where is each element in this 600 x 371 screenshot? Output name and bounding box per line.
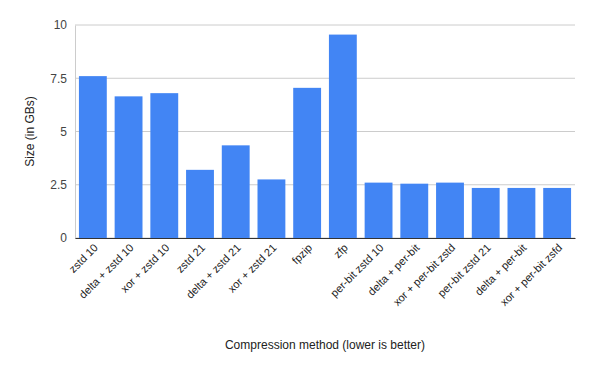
x-axis-title: Compression method (lower is better) [225,338,425,352]
bar [258,179,286,238]
x-tick: xor + zstd 21 [225,238,278,295]
x-tick-label: xor + per-bit zstd [391,241,458,308]
grid-line [75,238,575,239]
x-tick-label: xor + zstd 21 [225,241,278,294]
x-tick: zstd 10 [67,238,101,275]
x-tick-label: zstd 10 [67,241,101,275]
y-tick-label: 2.5 [50,178,67,192]
x-tick: xor + zstd 10 [118,238,171,295]
y-tick: 2.5 [50,178,75,192]
x-tick-label: xor + zstd 10 [118,241,171,294]
plot-area: 02.557.510zstd 10delta + zstd 10xor + zs… [50,18,575,308]
bars [79,35,571,238]
x-axis: zstd 10delta + zstd 10xor + zstd 10zstd … [67,238,576,308]
y-tick: 7.5 [50,72,75,86]
bar [436,183,464,238]
y-tick-label: 0 [60,231,67,245]
bar [365,183,393,238]
y-axis: 0 2.5 5 7.5 10 [50,18,75,245]
bar [115,96,143,238]
y-tick-label: 10 [54,18,68,32]
y-tick-label: 5 [60,125,67,139]
y-axis-title: Size (in GBs) [23,96,37,167]
bar [293,88,321,238]
chart: 02.557.510zstd 10delta + zstd 10xor + zs… [0,0,600,371]
bar [543,188,571,238]
bar [472,188,500,238]
bar [186,170,214,238]
x-tick-label: fpzip [289,241,314,266]
x-axis-line [76,238,576,239]
x-tick: zstd 21 [174,238,208,275]
x-tick-label: zstd 21 [174,241,208,275]
bar [222,145,250,238]
bar [508,188,536,238]
grid-line [75,25,575,26]
bar [329,35,357,238]
y-tick: 10 [54,18,75,32]
y-axis-line [75,26,76,239]
x-tick-label: xor + per-bit zsfd [498,241,565,308]
grid-line [75,184,575,185]
grid-line [75,131,575,132]
x-tick: zfp [331,238,350,260]
y-tick-label: 7.5 [50,72,67,86]
bar [400,184,428,238]
x-tick: xor + per-bit zstd [391,238,458,308]
bar [150,93,178,238]
y-tick: 5 [60,125,75,139]
y-tick: 0 [60,231,75,245]
x-tick: fpzip [289,238,314,266]
x-tick: xor + per-bit zsfd [498,238,565,308]
grid-line [75,78,575,79]
grid [75,25,575,238]
bar [79,76,107,238]
x-tick-label: zfp [331,241,350,260]
